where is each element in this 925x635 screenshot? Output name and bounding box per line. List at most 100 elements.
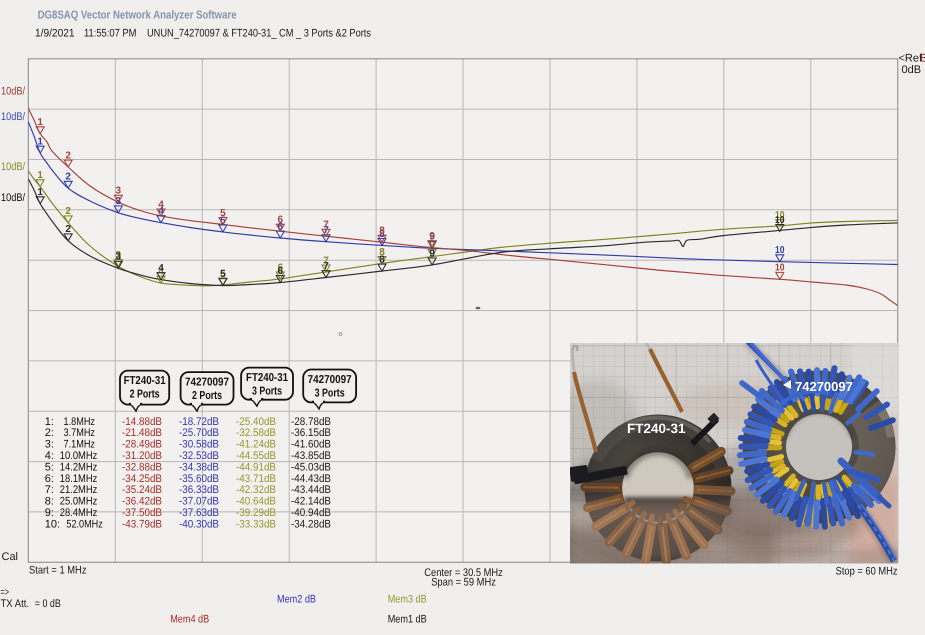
svg-text:-34.38dB: -34.38dB bbox=[179, 461, 219, 473]
svg-text:DG8SAQ Vector Network Analyzer: DG8SAQ Vector Network Analyzer Software bbox=[38, 10, 237, 22]
svg-text:0dB: 0dB bbox=[902, 64, 922, 76]
svg-text:Mem2 dB: Mem2 dB bbox=[277, 594, 316, 606]
svg-text:3:: 3: bbox=[45, 439, 54, 451]
svg-text:10:: 10: bbox=[45, 518, 60, 530]
svg-text:10dB/: 10dB/ bbox=[1, 86, 26, 98]
svg-text:-25.40dB: -25.40dB bbox=[236, 416, 276, 428]
svg-text:-43.79dB: -43.79dB bbox=[122, 518, 162, 530]
svg-text:3: 3 bbox=[116, 252, 122, 263]
svg-text:6: 6 bbox=[278, 262, 284, 273]
svg-text:10dB/: 10dB/ bbox=[1, 111, 26, 123]
svg-text:6: 6 bbox=[278, 266, 284, 277]
svg-text:10: 10 bbox=[775, 245, 785, 256]
svg-text:1: 1 bbox=[37, 117, 43, 128]
svg-text:7.1MHz: 7.1MHz bbox=[64, 439, 96, 451]
svg-text:8: 8 bbox=[379, 247, 385, 258]
svg-text:3 Ports: 3 Ports bbox=[315, 388, 345, 400]
svg-text:UNUN_74270097 & FT240-31_ CM _: UNUN_74270097 & FT240-31_ CM _ 3 Ports &… bbox=[147, 28, 371, 40]
svg-text:Mem3 dB: Mem3 dB bbox=[388, 594, 427, 606]
svg-text:-44.55dB: -44.55dB bbox=[236, 450, 276, 462]
svg-text:10: 10 bbox=[775, 215, 785, 226]
svg-text:-41.60dB: -41.60dB bbox=[291, 439, 331, 451]
svg-text:8:: 8: bbox=[45, 496, 54, 508]
svg-text:-42.14dB: -42.14dB bbox=[291, 496, 331, 508]
svg-text:-35.24dB: -35.24dB bbox=[122, 484, 162, 496]
svg-text:1:: 1: bbox=[45, 416, 54, 428]
svg-text:2: 2 bbox=[65, 172, 71, 183]
svg-text:4:: 4: bbox=[45, 450, 54, 462]
svg-text:10.0MHz: 10.0MHz bbox=[60, 450, 98, 462]
svg-text:= 0 dB: = 0 dB bbox=[35, 598, 61, 610]
svg-text:2 Ports: 2 Ports bbox=[192, 390, 222, 402]
svg-text:-25.70dB: -25.70dB bbox=[179, 427, 219, 439]
svg-text:-40.94dB: -40.94dB bbox=[291, 507, 331, 519]
svg-text:-40.64dB: -40.64dB bbox=[236, 496, 276, 508]
svg-text:10dB/: 10dB/ bbox=[1, 161, 26, 173]
svg-text:Mem1 dB: Mem1 dB bbox=[388, 614, 427, 626]
svg-text:-28.49dB: -28.49dB bbox=[122, 439, 162, 451]
svg-text:74270097: 74270097 bbox=[308, 374, 352, 386]
svg-text:8: 8 bbox=[379, 254, 385, 265]
svg-text:Start = 1 MHz: Start = 1 MHz bbox=[29, 565, 87, 577]
svg-text:-34.28dB: -34.28dB bbox=[291, 518, 331, 530]
svg-text:2: 2 bbox=[65, 206, 71, 217]
svg-text:7: 7 bbox=[323, 225, 329, 236]
svg-text:-39.29dB: -39.29dB bbox=[236, 507, 276, 519]
svg-text:Span = 59 MHz: Span = 59 MHz bbox=[431, 577, 496, 589]
svg-text:4: 4 bbox=[158, 206, 164, 217]
svg-text:4: 4 bbox=[158, 199, 164, 210]
svg-text:7:: 7: bbox=[45, 484, 54, 496]
svg-text:Cal: Cal bbox=[2, 551, 19, 563]
svg-text:-34.25dB: -34.25dB bbox=[122, 473, 162, 485]
svg-text:-32.53dB: -32.53dB bbox=[179, 450, 219, 462]
svg-text:11:55:07 PM: 11:55:07 PM bbox=[84, 28, 137, 40]
svg-text:-36.33dB: -36.33dB bbox=[179, 484, 219, 496]
svg-text:10: 10 bbox=[775, 210, 785, 221]
svg-text:-36.15dB: -36.15dB bbox=[291, 427, 331, 439]
svg-text:Mem4 dB: Mem4 dB bbox=[170, 614, 209, 626]
svg-text:-36.42dB: -36.42dB bbox=[122, 496, 162, 508]
svg-text:74270097: 74270097 bbox=[185, 377, 229, 389]
svg-text:Center = 30.5 MHz: Center = 30.5 MHz bbox=[424, 567, 503, 579]
svg-text:TX Att.: TX Att. bbox=[1, 598, 30, 610]
svg-text:1: 1 bbox=[37, 187, 43, 198]
svg-text:1: 1 bbox=[37, 170, 43, 181]
svg-text:52.0MHz: 52.0MHz bbox=[66, 518, 102, 530]
svg-text:<Ref: <Ref bbox=[899, 53, 923, 65]
svg-text:8: 8 bbox=[379, 229, 385, 240]
svg-text:FT240-31: FT240-31 bbox=[246, 372, 289, 384]
svg-text:9: 9 bbox=[429, 248, 435, 259]
svg-text:6: 6 bbox=[278, 215, 284, 226]
svg-text:28.4MHz: 28.4MHz bbox=[60, 507, 98, 519]
svg-text:-14.88dB: -14.88dB bbox=[122, 416, 162, 428]
svg-text:FT240-31: FT240-31 bbox=[124, 375, 167, 387]
svg-text:9: 9 bbox=[429, 231, 435, 242]
svg-text:3 Ports: 3 Ports bbox=[252, 386, 282, 398]
svg-text:9: 9 bbox=[429, 240, 435, 251]
svg-text:7: 7 bbox=[323, 261, 329, 272]
svg-text:-44.91dB: -44.91dB bbox=[236, 461, 276, 473]
svg-text:-33.33dB: -33.33dB bbox=[236, 518, 276, 530]
svg-text:10: 10 bbox=[775, 263, 785, 274]
svg-text:-18.72dB: -18.72dB bbox=[179, 416, 219, 428]
svg-text:10dB/: 10dB/ bbox=[1, 192, 26, 204]
svg-text:5: 5 bbox=[220, 215, 226, 226]
svg-text:3: 3 bbox=[116, 250, 122, 261]
svg-text:B: B bbox=[920, 53, 925, 65]
svg-text:2 Ports: 2 Ports bbox=[130, 389, 160, 401]
svg-text:1: 1 bbox=[37, 137, 43, 148]
svg-text:-44.43dB: -44.43dB bbox=[291, 473, 331, 485]
svg-text:-32.58dB: -32.58dB bbox=[236, 427, 276, 439]
svg-text:2: 2 bbox=[65, 150, 71, 161]
svg-text:-45.03dB: -45.03dB bbox=[291, 461, 331, 473]
svg-text:-42.32dB: -42.32dB bbox=[236, 484, 276, 496]
svg-text:3: 3 bbox=[116, 186, 122, 197]
svg-text:74270097: 74270097 bbox=[795, 379, 853, 394]
svg-text:-37.07dB: -37.07dB bbox=[179, 496, 219, 508]
svg-text:18.1MHz: 18.1MHz bbox=[60, 473, 98, 485]
svg-text:-40.30dB: -40.30dB bbox=[179, 518, 219, 530]
svg-text:8: 8 bbox=[379, 226, 385, 237]
svg-text:6:: 6: bbox=[45, 473, 54, 485]
svg-text:-43.71dB: -43.71dB bbox=[236, 473, 276, 485]
svg-text:9:: 9: bbox=[45, 507, 54, 519]
